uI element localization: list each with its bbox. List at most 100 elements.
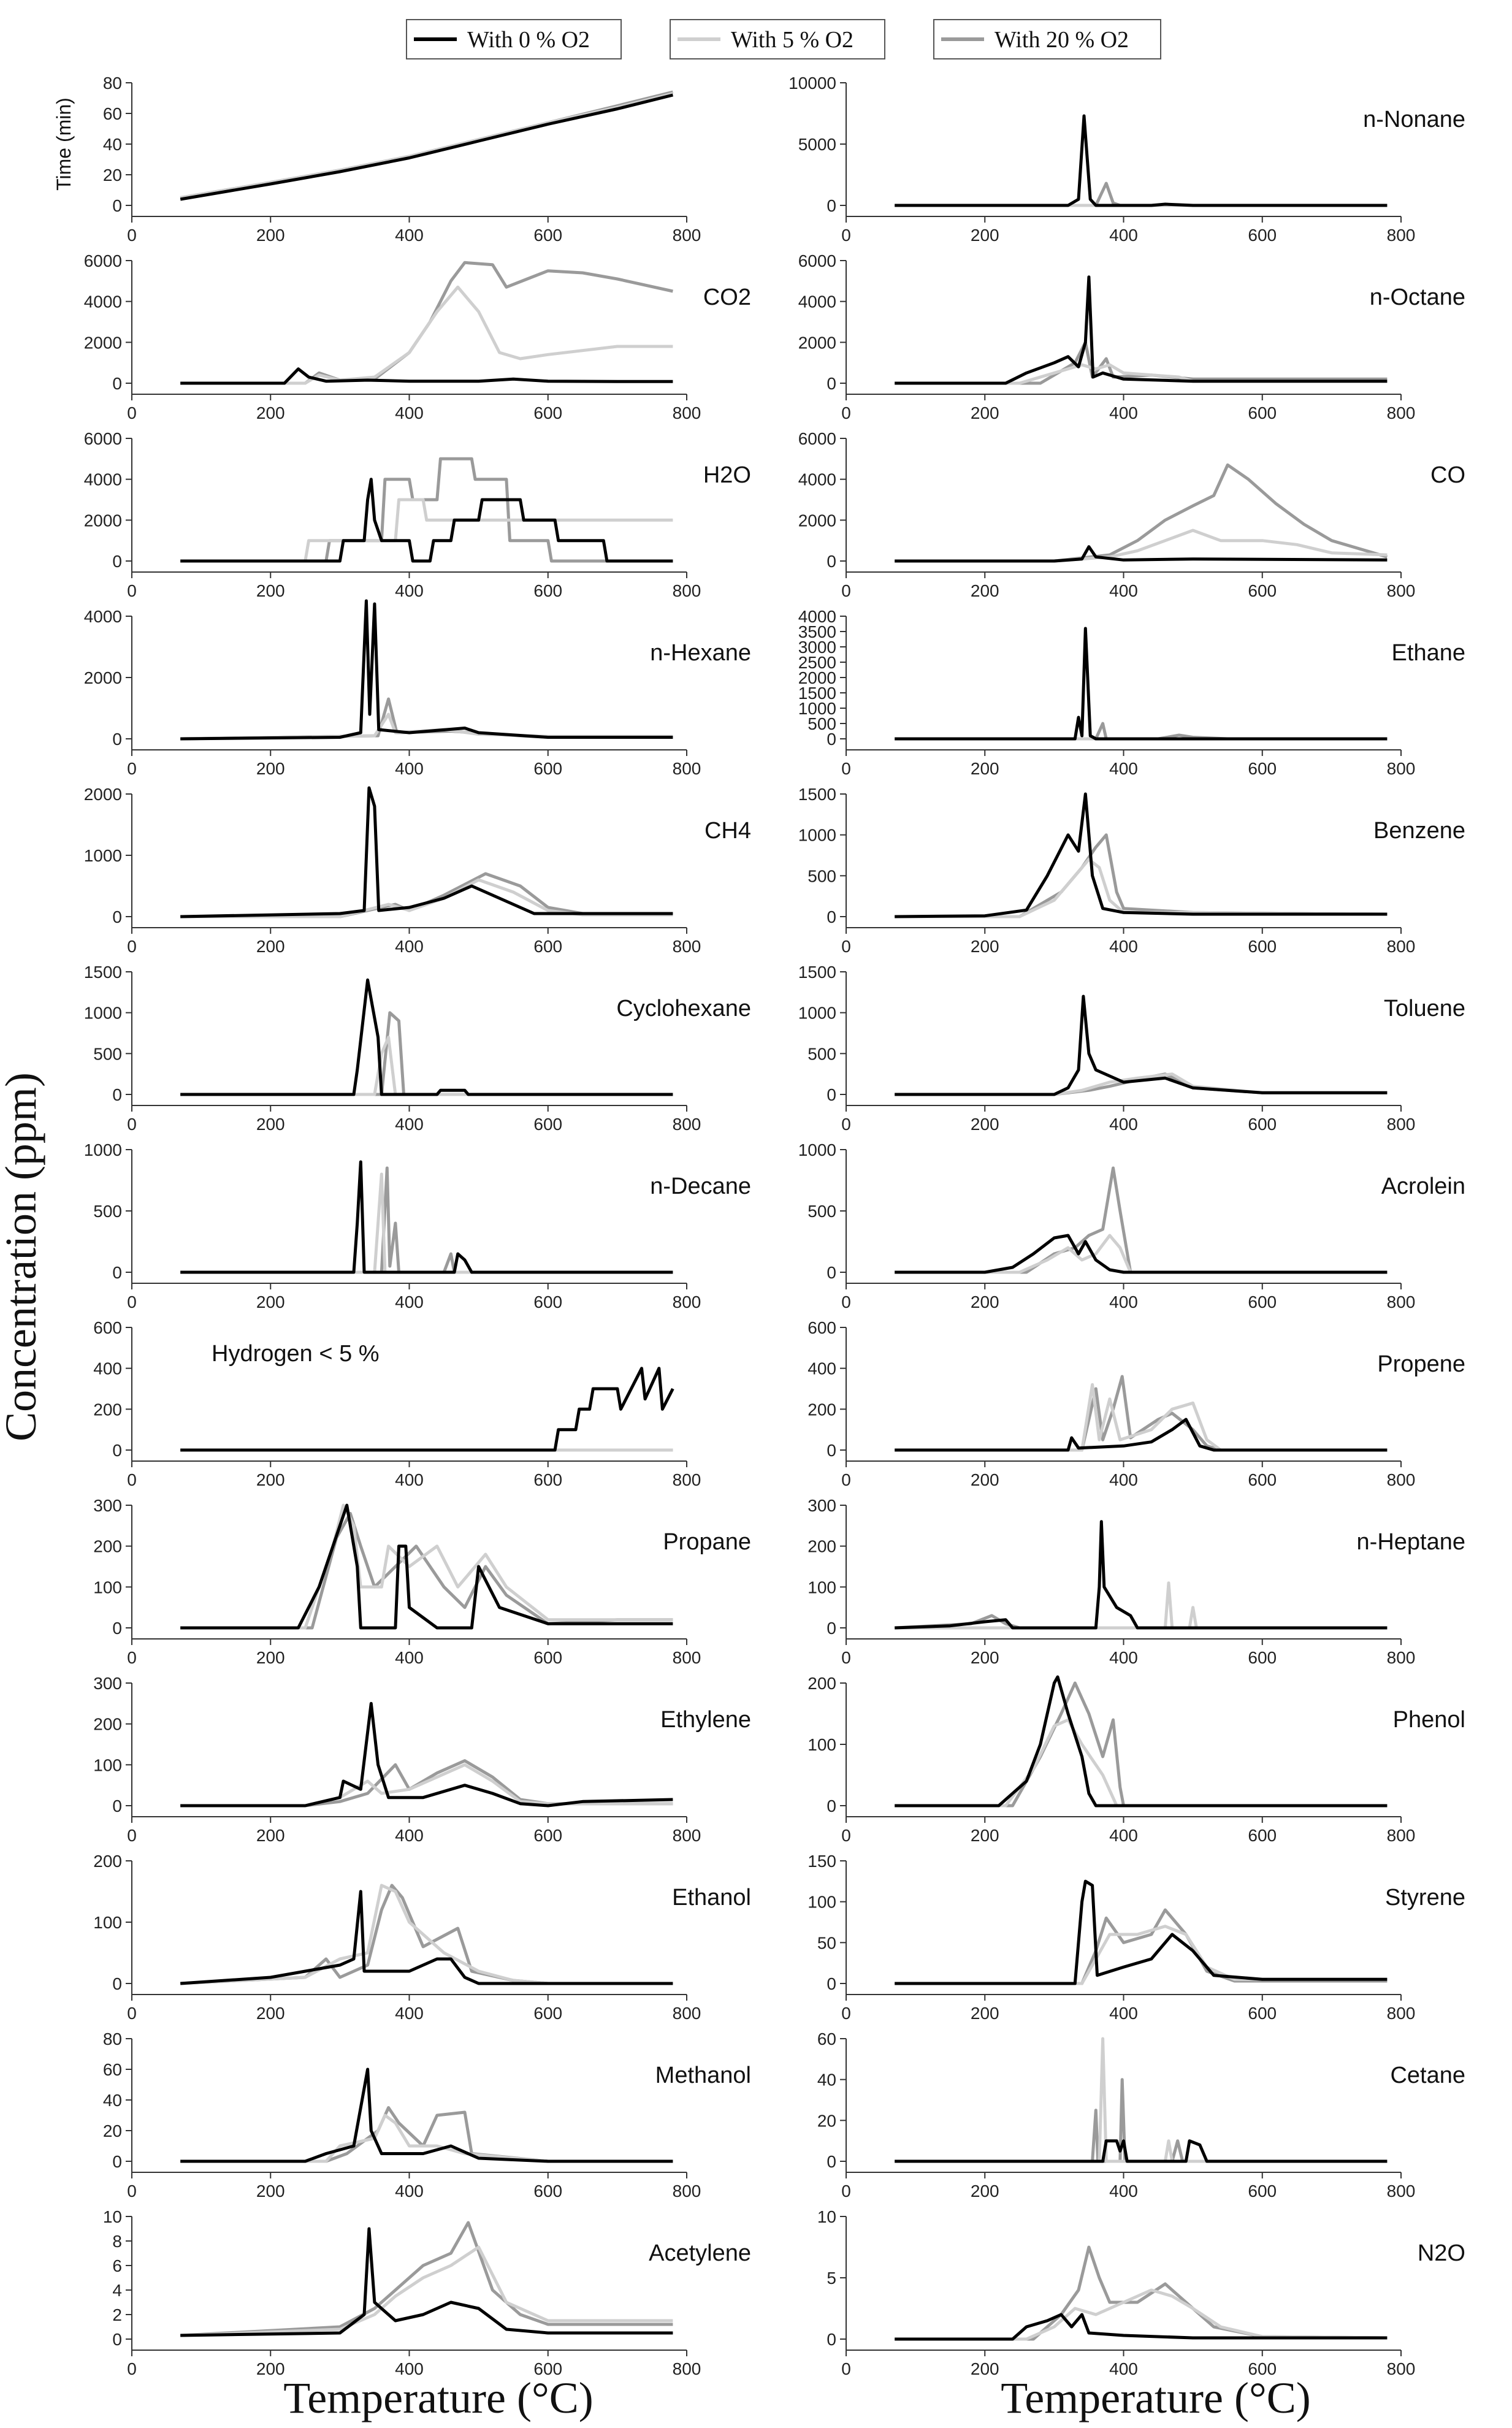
panel-n2o: 0 200 400 600 800 0 5 10 N2O [817, 2207, 1465, 2378]
x-tick-label: 0 [841, 581, 851, 600]
series-line-2 [895, 463, 1388, 563]
series-line-2 [895, 181, 1388, 207]
x-tick-label: 600 [533, 759, 562, 778]
y-tick-label: 1000 [798, 1140, 836, 1159]
x-tick-label: 200 [971, 1826, 999, 1845]
y-tick-label: 0 [112, 1796, 122, 1815]
panel-toluene: 0 200 400 600 800 0 500 1000 1500 Toluene [798, 963, 1465, 1134]
y-tick-label: 0 [827, 1441, 836, 1460]
x-tick-label: 0 [127, 937, 137, 956]
x-tick-label: 0 [127, 2359, 137, 2378]
y-tick-label: 0 [827, 907, 836, 926]
series-line-2 [180, 1511, 673, 1630]
x-tick-label: 800 [1387, 226, 1416, 245]
panel-co: 0 200 400 600 800 0 2000 4000 6000 CO [798, 429, 1465, 600]
x-axis-title-left: Temperature (°C) [283, 2373, 594, 2422]
x-tick-label: 400 [1109, 226, 1138, 245]
series-line-1 [895, 2288, 1388, 2341]
x-tick-label: 400 [1109, 2182, 1138, 2201]
x-tick-label: 0 [127, 1648, 137, 1667]
x-tick-label: 400 [395, 2359, 424, 2378]
x-tick-label: 400 [395, 1826, 424, 1845]
x-tick-label: 200 [971, 1292, 999, 1311]
x-axis-title-right: Temperature (°C) [1001, 2373, 1311, 2422]
series-line-2 [180, 261, 673, 385]
legend-entry-1: With 5 % O2 [670, 19, 885, 59]
y-tick-label: 0 [112, 1085, 122, 1104]
legend-label-2: With 20 % O2 [995, 27, 1129, 53]
x-tick-label: 200 [971, 581, 999, 600]
series-line-1 [180, 285, 673, 385]
x-tick-label: 200 [256, 1470, 285, 1489]
x-tick-label: 0 [127, 1115, 137, 1134]
series-line-1 [895, 1581, 1388, 1630]
series-line-2 [180, 697, 673, 741]
series-line-2 [895, 833, 1388, 918]
panel-label: Acrolein [1381, 1174, 1465, 1199]
y-tick-label: 400 [808, 1359, 836, 1378]
y-tick-label: 50 [817, 1933, 836, 1952]
y-tick-label: 40 [103, 135, 122, 154]
panel-phenol: 0 200 400 600 800 0 100 200 Phenol [808, 1674, 1465, 1845]
y-tick-label: 6000 [798, 251, 836, 270]
y-tick-label: 40 [817, 2071, 836, 2090]
panel-label: Cetane [1390, 2063, 1465, 2088]
x-tick-label: 800 [673, 1648, 701, 1667]
panel-label: Propane [663, 1529, 751, 1555]
y-tick-label: 4000 [84, 470, 122, 489]
x-tick-label: 0 [127, 1826, 137, 1845]
series-line-0 [180, 367, 673, 385]
y-tick-label: 1500 [798, 963, 836, 982]
x-tick-label: 600 [1248, 759, 1277, 778]
y-tick-label: 200 [93, 1715, 122, 1734]
y-tick-label: 1500 [798, 684, 836, 703]
y-tick-label: 0 [827, 196, 836, 215]
panel-label: n-Nonane [1363, 107, 1465, 132]
y-tick-label: 2500 [798, 653, 836, 672]
x-tick-label: 400 [1109, 1292, 1138, 1311]
panel-label: CH4 [704, 818, 751, 844]
y-tick-label: 100 [808, 1735, 836, 1754]
y-tick-label: 0 [827, 2330, 836, 2349]
series-line-0 [895, 627, 1388, 741]
x-tick-label: 400 [1109, 1470, 1138, 1489]
panel-label: n-Octane [1370, 284, 1465, 310]
x-tick-label: 0 [127, 226, 137, 245]
y-tick-label: 0 [827, 1085, 836, 1104]
y-tick-label: 10 [817, 2207, 836, 2226]
y-tick-label: 300 [93, 1496, 122, 1515]
series-line-0 [180, 1367, 674, 1452]
panel-acetylene: 0 200 400 600 800 0 2 4 6 8 10 Acetylene [103, 2207, 751, 2378]
panel-ethanol: 0 200 400 600 800 0 100 200 Ethanol [93, 1852, 751, 2023]
x-tick-label: 400 [395, 581, 424, 600]
y-tick-label: 0 [112, 2152, 122, 2171]
series-line-0 [180, 978, 673, 1096]
x-tick-label: 800 [673, 581, 701, 600]
panel-label: N2O [1418, 2240, 1465, 2266]
x-tick-label: 0 [841, 403, 851, 422]
x-tick-label: 600 [533, 1648, 562, 1667]
x-tick-label: 800 [1387, 2004, 1416, 2023]
y-tick-label: 1000 [84, 1140, 122, 1159]
y-tick-label: 1500 [798, 785, 836, 804]
x-tick-label: 200 [971, 1470, 999, 1489]
series-line-0 [180, 1503, 673, 1630]
x-tick-label: 200 [256, 937, 285, 956]
series-line-2 [180, 1166, 673, 1274]
y-tick-label: 0 [827, 1263, 836, 1282]
x-tick-label: 0 [127, 2182, 137, 2201]
y-tick-label: 200 [93, 1537, 122, 1556]
x-tick-label: 0 [841, 1826, 851, 1845]
x-tick-label: 600 [1248, 1648, 1277, 1667]
panel-acrolein: 0 200 400 600 800 0 500 1000 Acrolein [798, 1140, 1465, 1311]
panel-label: Ethane [1392, 640, 1465, 666]
y-tick-label: 400 [93, 1359, 122, 1378]
series-line-1 [180, 878, 673, 918]
x-tick-label: 800 [673, 1470, 701, 1489]
y-tick-label: 500 [808, 1202, 836, 1221]
x-tick-label: 600 [1248, 1826, 1277, 1845]
x-tick-label: 400 [395, 1648, 424, 1667]
y-tick-label: 200 [808, 1674, 836, 1693]
y-tick-label: 300 [93, 1674, 122, 1693]
series-line-1 [895, 1383, 1388, 1452]
